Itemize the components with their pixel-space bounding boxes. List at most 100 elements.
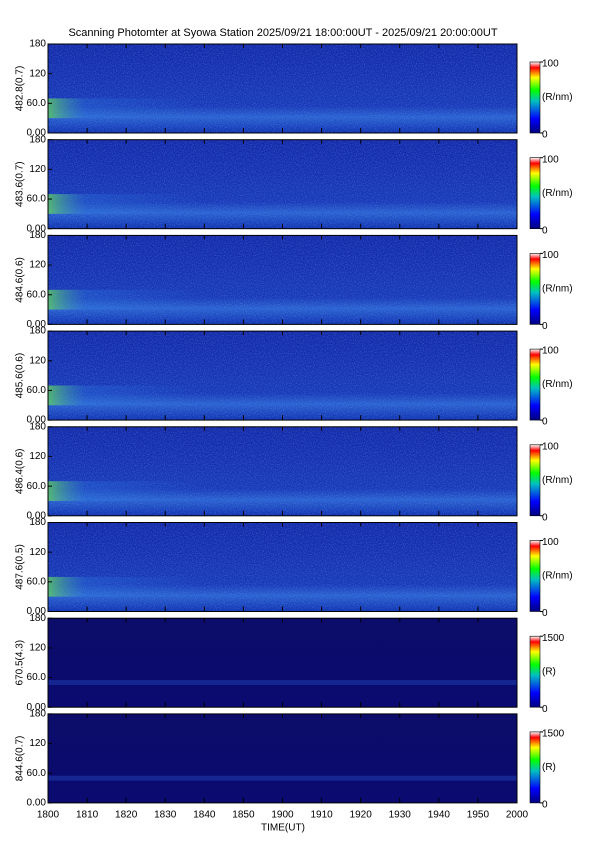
x-tick-label: 1850 [232, 810, 255, 821]
colorbar-tick-label: 1500 [542, 729, 565, 740]
y-tick-label: 120 [29, 738, 46, 749]
heatmap-noise [48, 426, 517, 516]
heatmap-glow [48, 98, 198, 119]
y-tick-label: 60.0 [27, 768, 47, 779]
colorbar [529, 253, 541, 325]
heatmap-glow [48, 289, 198, 310]
colorbar-tick-label: 100 [542, 537, 559, 548]
chart-title: Scanning Photomter at Syowa Station 2025… [68, 27, 497, 39]
y-axis-label: 487.6(0.5) [15, 544, 26, 590]
y-tick-label: 60.0 [27, 98, 47, 109]
colorbar-tick-label: 0 [542, 321, 548, 332]
y-tick-label: 180 [29, 39, 46, 50]
y-tick-label: 180 [29, 709, 46, 720]
x-tick-label: 1930 [389, 810, 412, 821]
heatmap-noise [48, 235, 517, 325]
colorbar-tick-label: 100 [542, 250, 559, 261]
colorbar-tick-label: 1500 [542, 633, 565, 644]
y-tick-label: 60.0 [27, 385, 47, 396]
colorbar-label: (R/nm) [542, 284, 573, 295]
heatmap-band [48, 680, 517, 686]
colorbar-tick-label: 0 [542, 225, 548, 236]
x-tick-label: 1900 [271, 810, 294, 821]
heatmap [48, 618, 517, 708]
heatmap-glow [48, 576, 198, 597]
colorbar [529, 61, 541, 134]
y-tick-label: 120 [29, 547, 46, 558]
colorbar-label: (R) [542, 666, 556, 677]
heatmap-noise [48, 44, 517, 133]
heatmap-glow [48, 385, 198, 406]
colorbar-label: (R/nm) [542, 475, 573, 486]
y-axis-label: 484.6(0.6) [15, 257, 26, 303]
colorbar-tick-label: 0 [542, 608, 548, 619]
x-tick-label: 1940 [428, 810, 451, 821]
colorbar-label: (R/nm) [542, 571, 573, 582]
colorbar-tick-label: 0 [542, 130, 548, 141]
y-tick-label: 120 [29, 451, 46, 462]
colorbar-tick-label: 0 [542, 800, 548, 811]
colorbar [529, 444, 541, 517]
colorbar-tick-label: 100 [542, 59, 559, 70]
heatmap-glow [48, 194, 198, 214]
heatmap-noise [48, 331, 517, 421]
y-tick-label: 120 [29, 164, 46, 175]
colorbar-tick-label: 0 [542, 704, 548, 715]
heatmap-noise [48, 139, 517, 229]
heatmap-band [48, 775, 517, 781]
y-tick-label: 0.00 [27, 223, 47, 234]
y-tick-label: 60.0 [27, 672, 47, 683]
y-tick-label: 0.00 [27, 606, 47, 617]
x-tick-label: 1950 [467, 810, 490, 821]
y-axis-label: 482.8(0.7) [15, 66, 26, 112]
y-tick-label: 0.00 [27, 319, 47, 330]
x-tick-label: 1910 [310, 810, 333, 821]
colorbar-label: (R/nm) [542, 379, 573, 390]
y-axis-label: 483.6(0.7) [15, 161, 26, 207]
colorbar [529, 635, 541, 708]
y-tick-label: 0.00 [27, 702, 47, 713]
colorbar-label: (R/nm) [542, 188, 573, 199]
y-axis-label: 486.4(0.6) [15, 449, 26, 495]
y-tick-label: 120 [29, 68, 46, 79]
colorbar-tick-label: 100 [542, 441, 559, 452]
x-tick-label: 1800 [37, 810, 60, 821]
y-tick-label: 60.0 [27, 481, 47, 492]
y-tick-label: 120 [29, 260, 46, 271]
y-tick-label: 120 [29, 355, 46, 366]
y-tick-label: 180 [29, 421, 46, 432]
x-tick-label: 1820 [115, 810, 138, 821]
y-axis-label: 485.6(0.6) [15, 353, 26, 399]
y-tick-label: 180 [29, 517, 46, 528]
x-tick-label: 2000 [506, 810, 529, 821]
y-axis-label: 670.5(4.3) [15, 640, 26, 686]
y-tick-label: 60.0 [27, 194, 47, 205]
x-tick-label: 1840 [193, 810, 216, 821]
y-tick-label: 180 [29, 326, 46, 337]
colorbar [529, 731, 541, 804]
colorbar-tick-label: 100 [542, 346, 559, 357]
y-tick-label: 60.0 [27, 289, 47, 300]
y-tick-label: 120 [29, 643, 46, 654]
heatmap-glow [48, 481, 198, 501]
heatmap [48, 713, 517, 803]
x-tick-label: 1920 [350, 810, 373, 821]
colorbar-tick-label: 0 [542, 512, 548, 523]
colorbar [529, 540, 541, 612]
y-tick-label: 0.00 [27, 415, 47, 426]
heatmap-noise [48, 522, 517, 612]
y-tick-label: 0.00 [27, 798, 47, 809]
colorbar-tick-label: 0 [542, 417, 548, 428]
y-tick-label: 60.0 [27, 576, 47, 587]
y-tick-label: 0.00 [27, 128, 47, 139]
colorbar-label: (R) [542, 762, 556, 773]
y-tick-label: 180 [29, 134, 46, 145]
y-tick-label: 180 [29, 613, 46, 624]
y-tick-label: 0.00 [27, 510, 47, 521]
y-tick-label: 180 [29, 230, 46, 241]
x-tick-label: 1830 [154, 810, 177, 821]
colorbar [529, 348, 541, 421]
x-axis-label: TIME(UT) [261, 823, 305, 834]
colorbar-tick-label: 100 [542, 154, 559, 165]
